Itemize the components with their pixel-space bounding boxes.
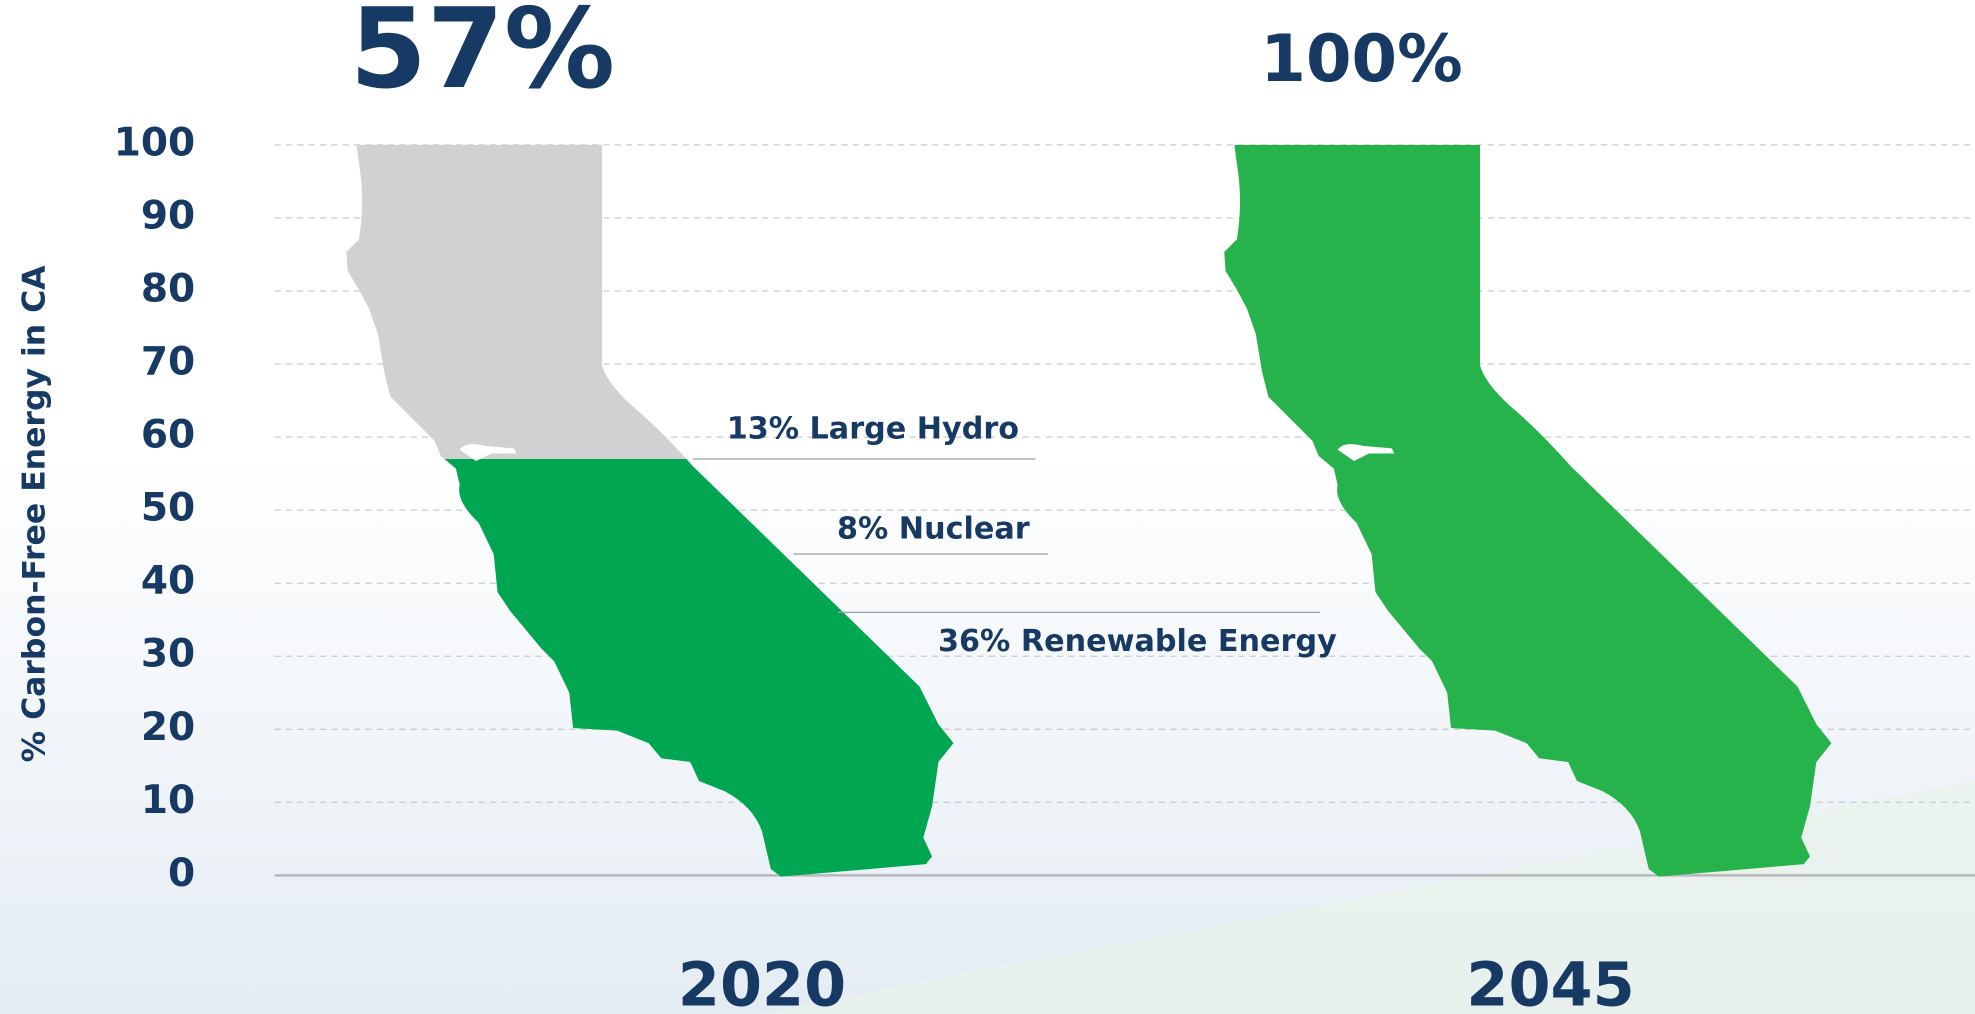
state-shape <box>346 144 954 877</box>
segment-label: 13% Large Hydro <box>727 412 1019 447</box>
y-tick-label: 60 <box>141 413 195 458</box>
value-label: 100% <box>1260 21 1462 97</box>
state-shape <box>1224 144 1832 877</box>
bay <box>459 444 517 462</box>
value-label: 57% <box>350 0 615 114</box>
bay <box>1337 444 1395 462</box>
category-label: 2020 <box>678 950 846 1014</box>
y-tick-label: 30 <box>141 632 195 677</box>
segment-label: 36% Renewable Energy <box>938 624 1337 659</box>
category-label: 2045 <box>1466 950 1634 1014</box>
y-tick-label: 20 <box>141 705 195 750</box>
y-tick-label: 10 <box>141 778 195 823</box>
y-tick-label: 70 <box>141 340 195 385</box>
y-tick-label: 40 <box>141 559 195 604</box>
y-tick-label: 90 <box>141 193 195 238</box>
y-tick-label: 0 <box>168 851 195 896</box>
y-tick-label: 80 <box>141 266 195 311</box>
y-tick-label: 50 <box>141 486 195 531</box>
y-axis-title: % Carbon-Free Energy in CA <box>16 265 52 763</box>
y-tick-label: 100 <box>114 120 195 165</box>
segment-label: 8% Nuclear <box>837 512 1030 547</box>
